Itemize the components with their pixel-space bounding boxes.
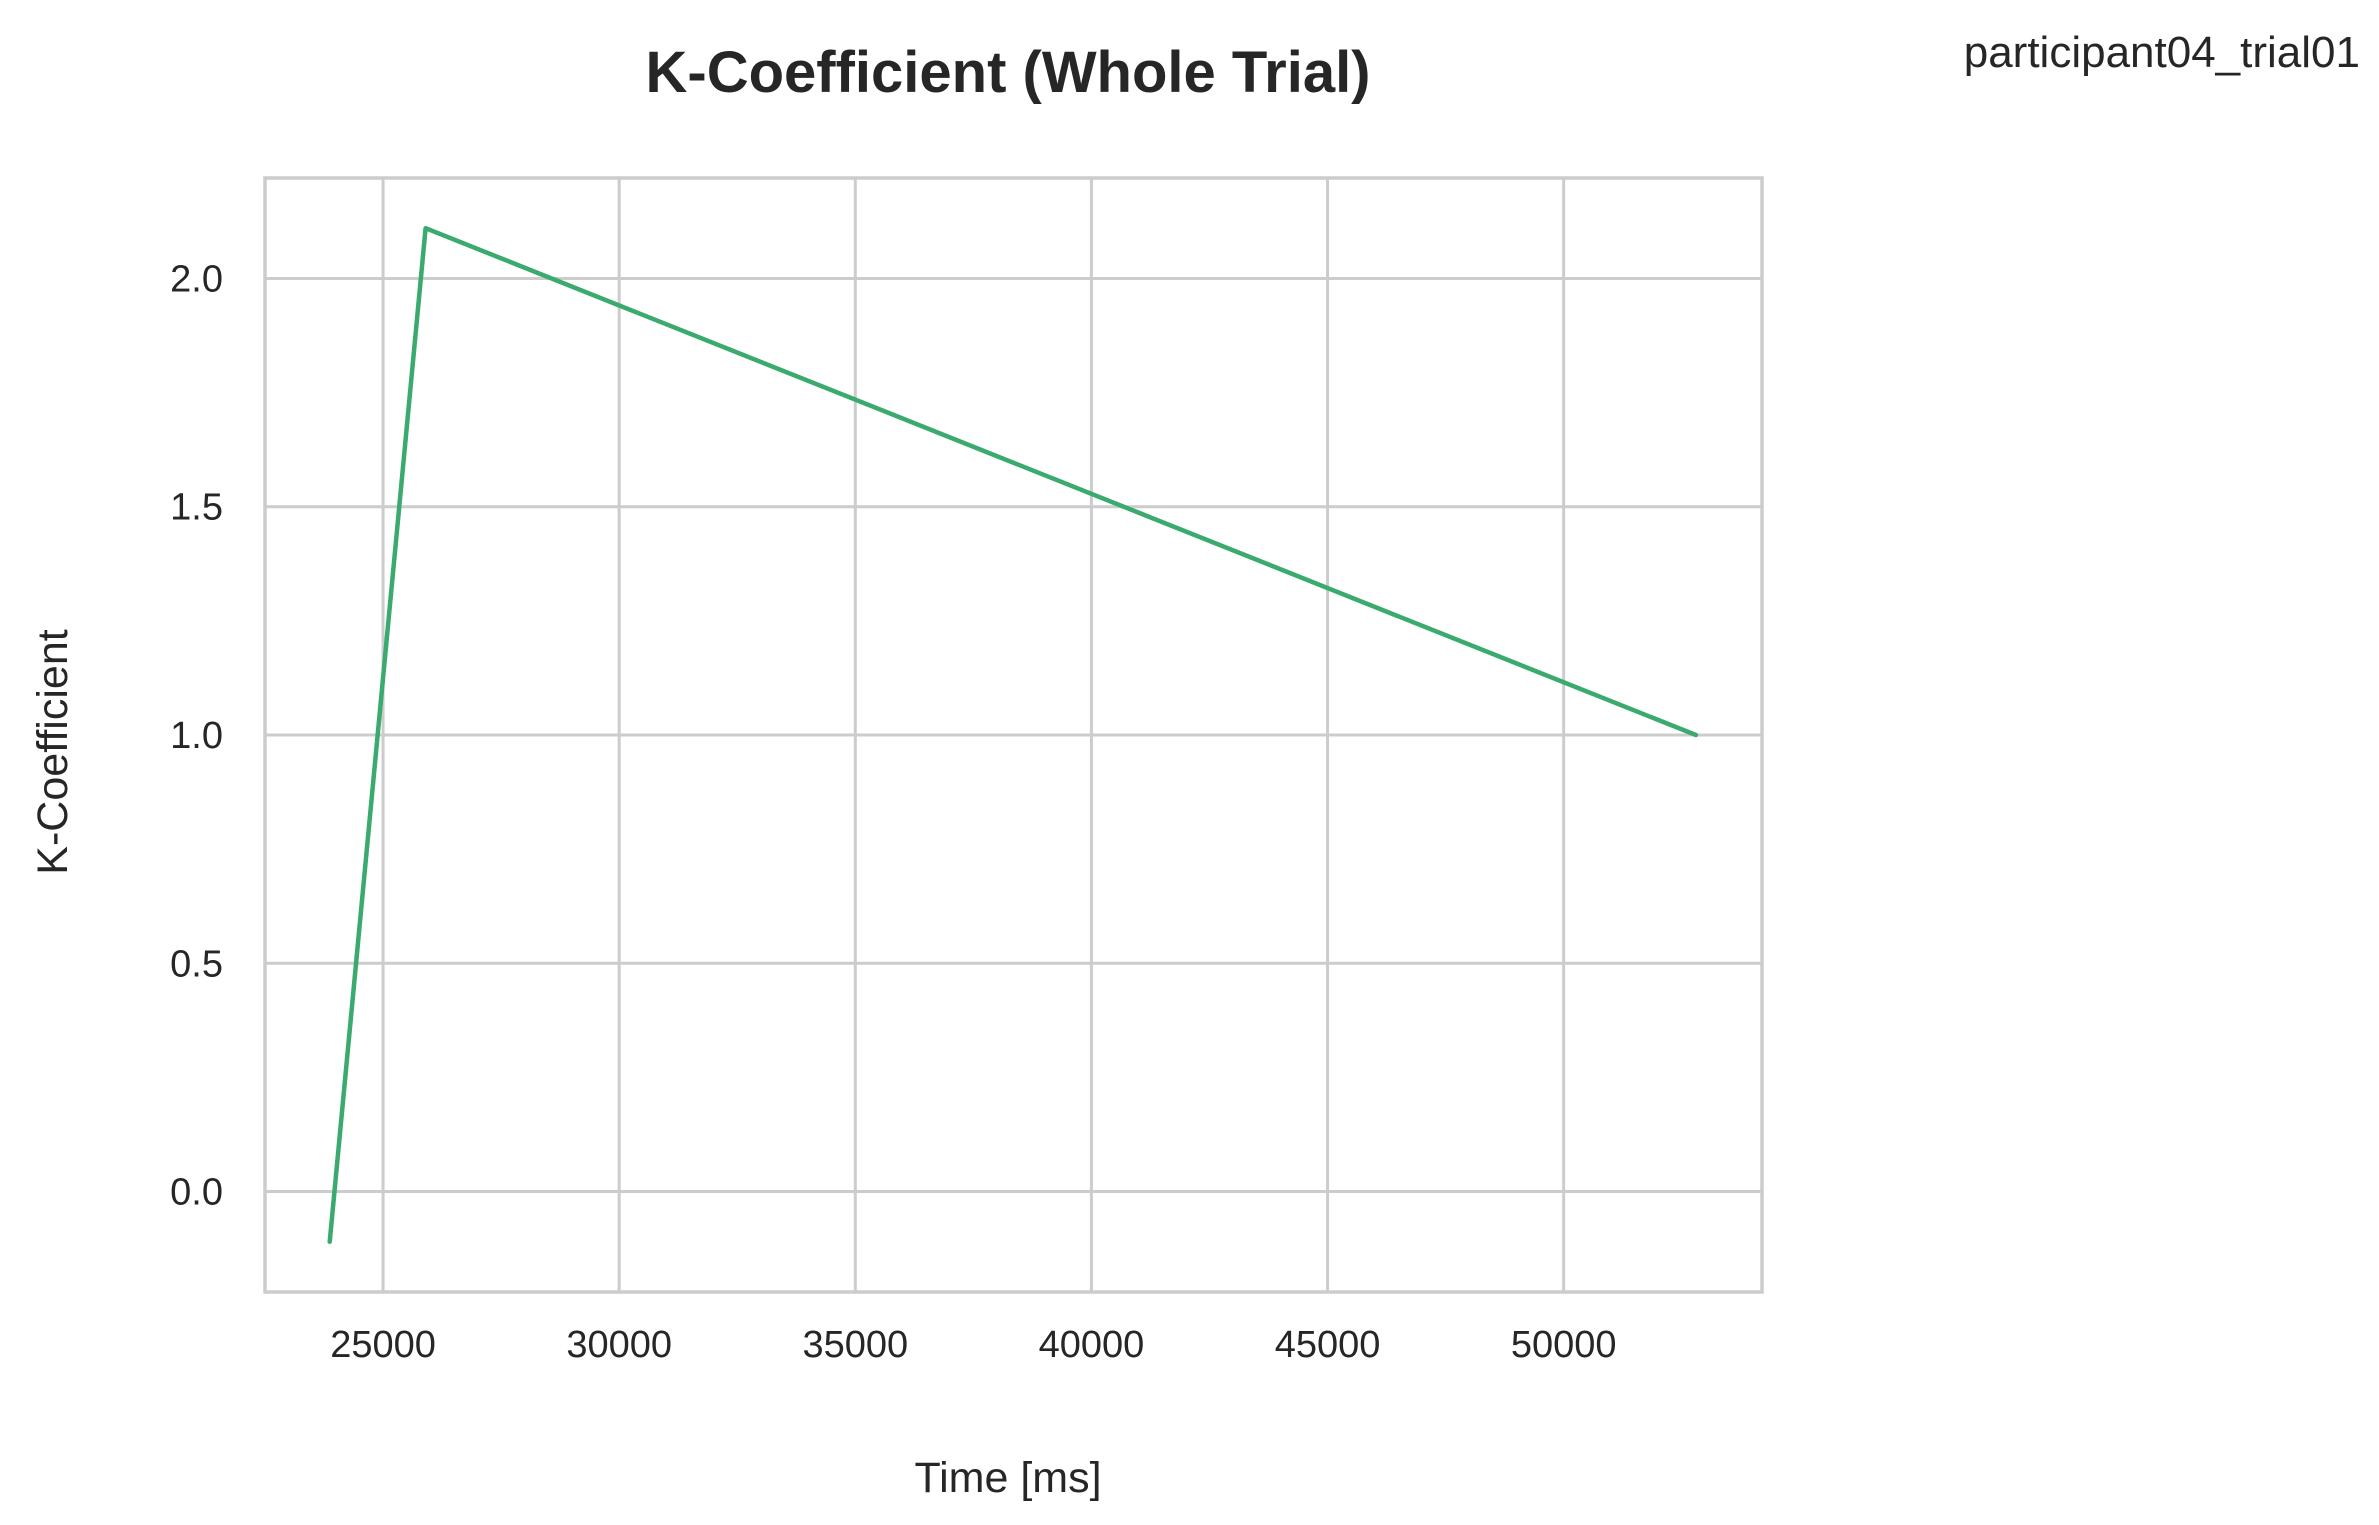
trial-id-label: participant04_trial01 <box>1964 28 2360 77</box>
x-tick-label: 25000 <box>330 1324 436 1366</box>
x-tick-label: 30000 <box>566 1324 672 1366</box>
y-tick-label: 1.5 <box>170 487 223 529</box>
x-tick-label: 45000 <box>1275 1324 1381 1366</box>
y-axis-label: K-Coefficient <box>29 629 77 874</box>
x-tick-labels: 25000 30000 35000 40000 45000 50000 <box>330 1324 1616 1366</box>
chart-title: K-Coefficient (Whole Trial) <box>646 40 1371 105</box>
y-tick-label: 2.0 <box>170 258 223 300</box>
x-tick-label: 50000 <box>1511 1324 1617 1366</box>
x-axis-label: Time [ms] <box>914 1454 1101 1502</box>
y-tick-label: 0.5 <box>170 943 223 985</box>
series-layer <box>327 225 1699 1245</box>
y-tick-label: 1.0 <box>170 715 223 757</box>
y-tick-label: 0.0 <box>170 1172 223 1214</box>
y-tick-labels: 0.0 0.5 1.0 1.5 2.0 <box>170 258 223 1213</box>
grid <box>265 178 1762 1292</box>
plot-frame <box>263 176 1764 1294</box>
series-line <box>327 225 1699 1245</box>
x-tick-label: 35000 <box>802 1324 908 1366</box>
x-tick-label: 40000 <box>1039 1324 1145 1366</box>
